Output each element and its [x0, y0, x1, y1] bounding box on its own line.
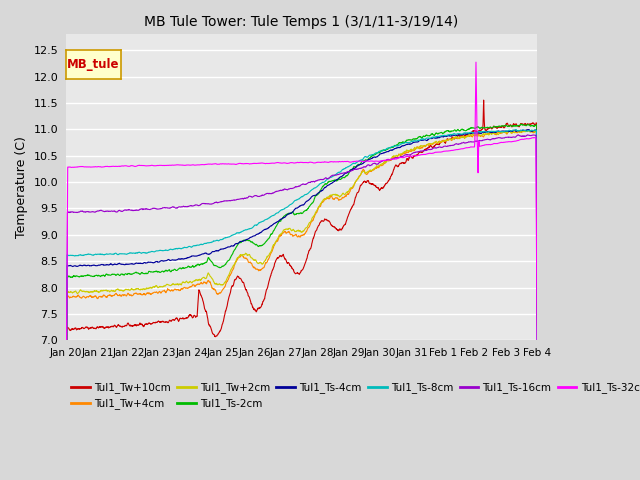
Line: Tul1_Ts-32cm: Tul1_Ts-32cm [66, 62, 538, 439]
Line: Tul1_Ts-16cm: Tul1_Ts-16cm [66, 135, 538, 461]
Tul1_Ts-4cm [147, 259, 154, 265]
Tul1_Ts-8cm [71, 253, 79, 259]
Tul1_Tw+10cm [504, 120, 511, 126]
Tul1_Ts-4cm [275, 218, 283, 224]
Line: Tul1_Ts-2cm: Tul1_Ts-2cm [66, 124, 538, 480]
Tul1_Ts-16cm [147, 206, 154, 212]
Tul1_Ts-16cm [515, 132, 522, 138]
Y-axis label: Temperature (C): Temperature (C) [15, 136, 28, 238]
Tul1_Ts-8cm [275, 209, 283, 215]
Tul1_Ts-16cm [534, 362, 541, 368]
Tul1_Tw+4cm [534, 323, 541, 328]
Tul1_Ts-4cm [387, 147, 395, 153]
Tul1_Tw+2cm [503, 130, 511, 136]
Tul1_Ts-16cm [62, 458, 70, 464]
Tul1_Tw+2cm [303, 224, 311, 230]
Legend: Tul1_Tw+10cm, Tul1_Tw+4cm, Tul1_Tw+2cm, Tul1_Ts-2cm, Tul1_Ts-4cm, Tul1_Ts-8cm, T: Tul1_Tw+10cm, Tul1_Tw+4cm, Tul1_Tw+2cm, … [71, 383, 640, 409]
Tul1_Ts-8cm [512, 127, 520, 132]
Tul1_Ts-2cm [387, 145, 395, 151]
Tul1_Ts-16cm [303, 180, 311, 186]
Tul1_Ts-8cm [147, 249, 154, 255]
Tul1_Tw+10cm [534, 315, 541, 321]
Tul1_Ts-32cm [387, 156, 395, 162]
Tul1_Ts-2cm [275, 219, 283, 225]
Tul1_Ts-16cm [71, 209, 79, 215]
Tul1_Tw+2cm [71, 288, 79, 294]
Line: Tul1_Tw+4cm: Tul1_Tw+4cm [66, 130, 538, 480]
Tul1_Tw+10cm [71, 325, 79, 331]
Tul1_Ts-2cm [147, 269, 154, 275]
Tul1_Ts-4cm [71, 263, 79, 269]
Tul1_Tw+10cm [303, 255, 311, 261]
Title: MB Tule Tower: Tule Temps 1 (3/1/11-3/19/14): MB Tule Tower: Tule Temps 1 (3/1/11-3/19… [145, 15, 459, 29]
Tul1_Ts-4cm [503, 128, 511, 134]
Tul1_Ts-16cm [387, 157, 395, 163]
Tul1_Tw+4cm [71, 294, 79, 300]
Tul1_Tw+4cm [147, 291, 154, 297]
Tul1_Ts-2cm [503, 123, 511, 129]
Tul1_Tw+4cm [303, 227, 311, 233]
Tul1_Tw+2cm [532, 128, 540, 133]
Tul1_Tw+4cm [503, 131, 511, 137]
Tul1_Tw+10cm [275, 254, 283, 260]
Tul1_Ts-16cm [275, 188, 283, 193]
Tul1_Tw+10cm [480, 97, 488, 103]
Tul1_Ts-8cm [303, 191, 311, 197]
Tul1_Ts-4cm [524, 127, 532, 132]
Tul1_Ts-32cm [472, 59, 480, 65]
Tul1_Ts-2cm [534, 317, 541, 323]
Tul1_Ts-2cm [517, 121, 525, 127]
Tul1_Ts-32cm [504, 139, 511, 145]
Tul1_Ts-8cm [503, 128, 511, 134]
Tul1_Ts-32cm [71, 164, 79, 170]
Tul1_Tw+10cm [387, 173, 395, 179]
Tul1_Ts-8cm [534, 345, 541, 350]
Tul1_Tw+2cm [147, 284, 154, 290]
Tul1_Ts-8cm [387, 144, 395, 150]
Tul1_Tw+4cm [523, 127, 531, 133]
Tul1_Ts-4cm [303, 198, 311, 204]
Tul1_Ts-2cm [71, 274, 79, 279]
Tul1_Ts-2cm [303, 207, 311, 213]
Tul1_Ts-32cm [62, 436, 70, 442]
Tul1_Ts-32cm [275, 160, 283, 166]
Tul1_Tw+2cm [534, 321, 541, 326]
Tul1_Ts-4cm [534, 345, 541, 350]
Line: Tul1_Ts-4cm: Tul1_Ts-4cm [66, 130, 538, 480]
Line: Tul1_Tw+2cm: Tul1_Tw+2cm [66, 131, 538, 480]
Tul1_Ts-16cm [503, 134, 511, 140]
Tul1_Ts-32cm [303, 160, 311, 166]
Tul1_Tw+4cm [275, 234, 283, 240]
Tul1_Tw+4cm [387, 157, 395, 163]
Tul1_Tw+2cm [387, 156, 395, 162]
Tul1_Tw+10cm [147, 321, 154, 326]
Line: Tul1_Tw+10cm: Tul1_Tw+10cm [66, 100, 538, 480]
Tul1_Tw+2cm [275, 233, 283, 239]
Line: Tul1_Ts-8cm: Tul1_Ts-8cm [66, 130, 538, 480]
Tul1_Ts-32cm [534, 373, 541, 379]
Tul1_Ts-32cm [147, 163, 154, 168]
